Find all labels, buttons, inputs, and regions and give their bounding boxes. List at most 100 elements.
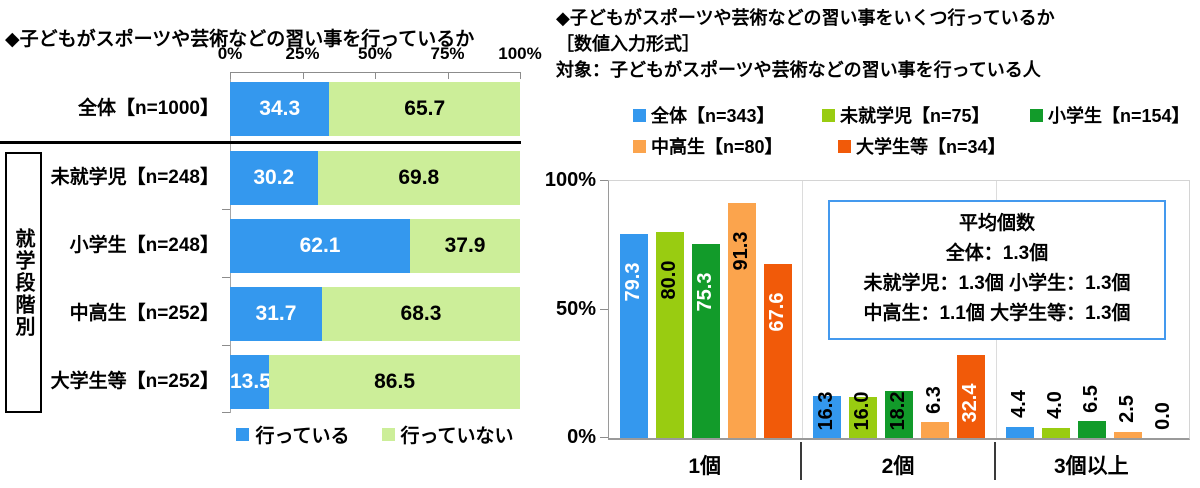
bar-value-label: 16.0 bbox=[851, 391, 873, 431]
x-axis-tick-label: 50% bbox=[357, 44, 393, 63]
legend-label: 行っている bbox=[255, 426, 350, 447]
legend-item: 行っている bbox=[236, 421, 350, 448]
category-axis-tick bbox=[222, 209, 230, 210]
category-separator-tick bbox=[993, 442, 996, 480]
x-axis-tick bbox=[230, 72, 231, 79]
x-axis-tick bbox=[520, 72, 521, 79]
school-stage-bracket: 就学段階別 bbox=[5, 152, 42, 413]
legend-swatch bbox=[633, 139, 646, 153]
legend-swatch bbox=[381, 428, 395, 441]
right-chart-title: ◆子どもがスポーツや芸術などの習い事をいくつ行っているか bbox=[556, 8, 1055, 28]
bar bbox=[691, 244, 720, 438]
bar-value-label: 80.0 bbox=[657, 260, 680, 300]
bar-value-label: 4.4 bbox=[1008, 390, 1031, 419]
bar-value-label: 34.3 bbox=[259, 97, 301, 120]
bar-value-label: 91.3 bbox=[729, 231, 752, 271]
x-axis-tick-label: 0% bbox=[217, 44, 243, 63]
bar-segment: 68.3 bbox=[321, 287, 520, 341]
bar-value-label: 6.5 bbox=[1080, 385, 1103, 413]
legend-swatch bbox=[633, 108, 646, 122]
x-axis-tick bbox=[447, 72, 449, 79]
school-stage-label: 就学段階別 bbox=[12, 227, 34, 338]
category-label: 中高生【n=252】 bbox=[69, 303, 219, 324]
bar bbox=[885, 391, 913, 438]
bar bbox=[849, 396, 877, 438]
bar-segment: 62.1 bbox=[230, 219, 411, 273]
bar-value-label: 75.3 bbox=[693, 273, 716, 312]
category-separator-tick bbox=[800, 442, 803, 480]
category-label: 全体【n=1000】 bbox=[78, 98, 219, 119]
bar-value-label: 16.3 bbox=[815, 391, 837, 431]
bar-value-label: 4.0 bbox=[1044, 391, 1067, 420]
legend-swatch bbox=[1030, 108, 1043, 122]
y-axis-tick-label: 0% bbox=[567, 426, 596, 448]
legend-item: 未就学児【n=75】 bbox=[822, 102, 990, 128]
y-axis-tick bbox=[600, 437, 608, 438]
bar bbox=[655, 232, 684, 438]
x-category-label: 3個以上 bbox=[1053, 455, 1129, 478]
stacked-bar: 31.7 68.3 bbox=[230, 287, 520, 341]
bar bbox=[763, 264, 792, 438]
average-box-title: 平均個数 bbox=[958, 213, 1035, 234]
left-chart-legend: 行っている 行っていない bbox=[215, 421, 535, 448]
x-axis-tick-label: 100% bbox=[498, 44, 542, 63]
legend-label: 行っていない bbox=[400, 426, 514, 447]
right-chart-subtitle: ［数値入力形式］ bbox=[556, 34, 700, 54]
plot-area bbox=[608, 180, 1190, 440]
bar-value-label: 31.7 bbox=[255, 302, 297, 325]
legend-item: 中高生【n=80】 bbox=[633, 133, 783, 159]
bar-value-label: 2.5 bbox=[1116, 395, 1139, 424]
category-axis-tick bbox=[222, 277, 230, 278]
x-axis-tick bbox=[375, 72, 376, 79]
average-box-line: 全体：1.3個 bbox=[945, 243, 1049, 264]
average-box-line: 未就学児：1.3個 小学生：1.3個 bbox=[863, 273, 1131, 294]
x-axis-tick-label: 25% bbox=[285, 44, 320, 63]
legend-item: 小学生【n=154】 bbox=[1030, 102, 1190, 128]
bar bbox=[957, 354, 985, 438]
bar-value-label: 32.4 bbox=[959, 383, 981, 423]
y-axis-tick bbox=[600, 308, 608, 310]
bar-segment: 65.7 bbox=[329, 82, 520, 136]
average-box-line: 中高生：1.1個 大学生等：1.3個 bbox=[863, 303, 1131, 324]
bar-segment: 34.3 bbox=[230, 82, 330, 136]
legend-label: 大学生等【n=34】 bbox=[856, 137, 1006, 157]
category-label: 未就学児【n=248】 bbox=[50, 167, 219, 188]
x-category-label: 1個 bbox=[688, 455, 721, 478]
bar-segment: 86.5 bbox=[269, 355, 520, 409]
stacked-bar: 62.1 37.9 bbox=[230, 219, 520, 273]
bar-value-label: 65.7 bbox=[404, 97, 446, 120]
legend-swatch bbox=[838, 139, 851, 153]
bar-segment: 30.2 bbox=[230, 151, 318, 205]
average-count-box: 平均個数 全体：1.3個 未就学児：1.3個 小学生：1.3個 中高生：1.1個… bbox=[828, 200, 1166, 340]
bar-value-label: 18.2 bbox=[887, 391, 909, 431]
bar bbox=[1042, 427, 1071, 438]
right-chart-target-note: 対象：子どもがスポーツや芸術などの習い事を行っている人 bbox=[556, 60, 1041, 80]
legend-item: 大学生等【n=34】 bbox=[838, 133, 1006, 159]
bar-value-label: 13.5 bbox=[230, 370, 271, 393]
bar-value-label: 6.3 bbox=[923, 385, 945, 414]
bar-value-label: 67.6 bbox=[765, 292, 788, 332]
bar-value-label: 68.3 bbox=[400, 302, 442, 325]
bar bbox=[1078, 421, 1107, 438]
stacked-bar: 13.5 86.5 bbox=[230, 355, 520, 409]
legend-item: 行っていない bbox=[381, 421, 514, 448]
legend-swatch bbox=[822, 108, 835, 122]
bar-segment: 69.8 bbox=[317, 151, 520, 205]
y-axis-tick-label: 50% bbox=[555, 297, 596, 320]
legend-label: 小学生【n=154】 bbox=[1048, 106, 1190, 126]
bar-value-label: 79.3 bbox=[621, 262, 644, 302]
category-axis-tick bbox=[222, 412, 230, 413]
separator-line bbox=[0, 141, 521, 144]
bar bbox=[921, 421, 949, 438]
bar-value-label: 0.0 bbox=[1152, 401, 1175, 430]
bar bbox=[1006, 426, 1035, 438]
left-chart-title: ◆子どもがスポーツや芸術などの習い事を行っているか bbox=[5, 28, 475, 50]
legend-label: 全体【n=343】 bbox=[651, 106, 775, 126]
bar-value-label: 37.9 bbox=[444, 234, 486, 257]
legend-swatch bbox=[236, 428, 250, 441]
category-label: 大学生等【n=252】 bbox=[50, 371, 219, 392]
category-label: 小学生【n=248】 bbox=[69, 235, 219, 256]
bar-segment: 13.5 bbox=[230, 355, 271, 409]
legend-label: 中高生【n=80】 bbox=[651, 137, 783, 157]
